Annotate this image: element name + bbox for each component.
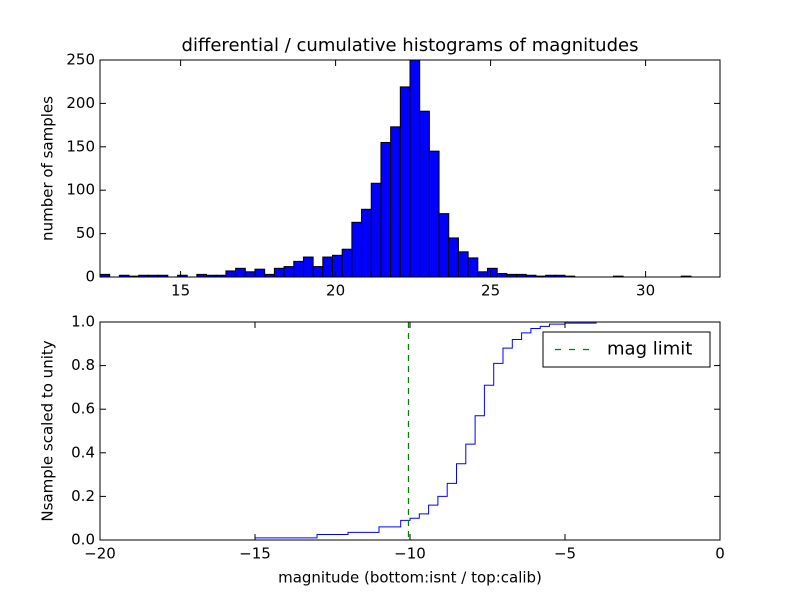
histogram-bar [312, 266, 324, 278]
y-tick-label: 0.6 [71, 400, 95, 418]
cumulative-line [100, 321, 721, 541]
y-tick-label: 1.0 [71, 313, 95, 331]
histogram-bar [457, 251, 469, 278]
histogram-bar [351, 221, 363, 278]
histogram-bar [477, 271, 488, 278]
histogram-bar [341, 248, 353, 278]
x-tick-label: 30 [636, 282, 655, 300]
legend-label: mag limit [607, 339, 692, 360]
histogram-bar [302, 256, 314, 278]
y-axis-label: Nsample scaled to unity [39, 340, 57, 521]
histogram-bar [399, 86, 411, 278]
histogram-bar [283, 266, 295, 278]
chart-title: differential / cumulative histograms of … [182, 35, 639, 56]
histogram-bar [361, 208, 372, 278]
y-tick-label: 0.4 [71, 443, 95, 461]
histogram-bar [254, 268, 266, 278]
x-tick-label: 0 [715, 545, 725, 563]
x-tick-label: −5 [554, 545, 576, 563]
x-tick-label: −10 [394, 545, 426, 563]
y-tick-label: 150 [66, 137, 95, 155]
histogram-bar [370, 182, 382, 278]
histogram-bar [487, 267, 498, 278]
y-axis-label: number of samples [39, 96, 57, 241]
histogram-bar [293, 260, 304, 278]
y-tick-label: 0.0 [71, 531, 95, 549]
histogram-bar [225, 270, 237, 278]
y-tick-label: 50 [76, 224, 95, 242]
histogram-bar [409, 59, 421, 278]
histogram-bar [428, 150, 440, 278]
histogram-bar [467, 257, 479, 278]
x-tick-label: 25 [481, 282, 500, 300]
x-tick-label: −15 [239, 545, 271, 563]
x-tick-label: 15 [171, 282, 190, 300]
histogram-bar [322, 256, 333, 278]
y-tick-label: 200 [66, 94, 95, 112]
histogram-bar [380, 141, 392, 278]
y-tick-label: 250 [66, 51, 95, 69]
y-tick-label: 0 [85, 268, 95, 286]
x-axis-label: magnitude (bottom:isnt / top:calib) [278, 569, 542, 587]
axes-frame [99, 59, 721, 278]
histogram-bar [235, 267, 246, 278]
histogram-bar [448, 237, 459, 278]
x-tick-label: −20 [84, 545, 116, 563]
histogram-bar [244, 271, 256, 278]
histogram-bar [332, 254, 343, 278]
y-tick-label: 0.2 [71, 487, 95, 505]
y-tick-label: 100 [66, 181, 95, 199]
histogram-bar [273, 267, 285, 278]
x-tick-label: 20 [326, 282, 345, 300]
histogram-bar [496, 273, 508, 278]
histogram-bar [438, 213, 450, 278]
histogram-bar [390, 126, 401, 278]
y-tick-label: 0.8 [71, 356, 95, 374]
histogram-bar [419, 110, 430, 278]
